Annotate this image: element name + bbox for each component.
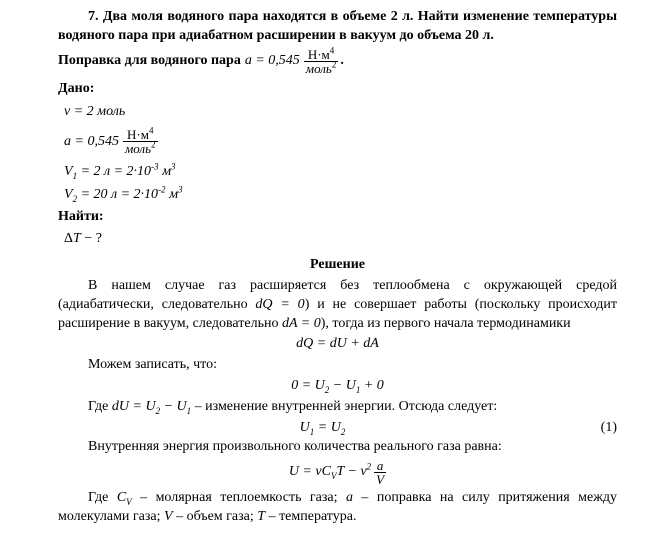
solution-p5: Где CV – молярная теплоемкость газа; a –… <box>58 489 617 527</box>
problem-number: 7. <box>88 9 99 24</box>
equation-u1u2: U1 = U2 (1) <box>58 419 617 438</box>
given-nu: ν = 2 моль <box>58 102 617 122</box>
given-v1: V1 = 2 л = 2·10-3 м3 <box>58 162 617 182</box>
problem-statement-line2: Поправка для водяного пара a = 0,545 Н·м… <box>58 48 617 76</box>
given-a-unit: Н·м4 моль2 <box>123 128 158 156</box>
solution-p1: В нашем случае газ расширяется без тепло… <box>58 277 617 334</box>
a-equation: a = 0,545 <box>245 52 300 71</box>
equation-number-1: (1) <box>587 419 617 438</box>
problem-text-2: Поправка для водяного пара <box>58 52 241 71</box>
equation-dq: dQ = dU + dA <box>58 335 617 354</box>
given-a: a = 0,545 Н·м4 моль2 <box>58 125 617 159</box>
equation-zero: 0 = U2 − U1 + 0 <box>58 377 617 396</box>
solution-p3: Где dU = U2 − U1 – изменение внутренней … <box>58 398 617 417</box>
find-dt: ΔT − ? <box>58 230 617 250</box>
problem-text-1: Два моля водяного пара находятся в объем… <box>58 9 617 43</box>
solution-p2: Можем записать, что: <box>58 356 617 375</box>
equation-energy: U = νCVT − ν2 a V <box>58 459 617 487</box>
problem-period: . <box>340 52 344 71</box>
given-label: Дано: <box>58 80 617 99</box>
given-v2: V2 = 20 л = 2·10-2 м3 <box>58 185 617 205</box>
given-block: Дано: ν = 2 моль a = 0,545 Н·м4 моль2 V1… <box>58 80 617 250</box>
solution-p4: Внутренняя энергия произвольного количес… <box>58 438 617 457</box>
unit-fraction: Н·м4 моль2 <box>304 48 339 76</box>
problem-statement-line1: 7. Два моля водяного пара находятся в об… <box>58 8 617 46</box>
solution-title: Решение <box>58 256 617 275</box>
energy-fraction: a V <box>374 459 386 487</box>
find-label: Найти: <box>58 208 617 227</box>
